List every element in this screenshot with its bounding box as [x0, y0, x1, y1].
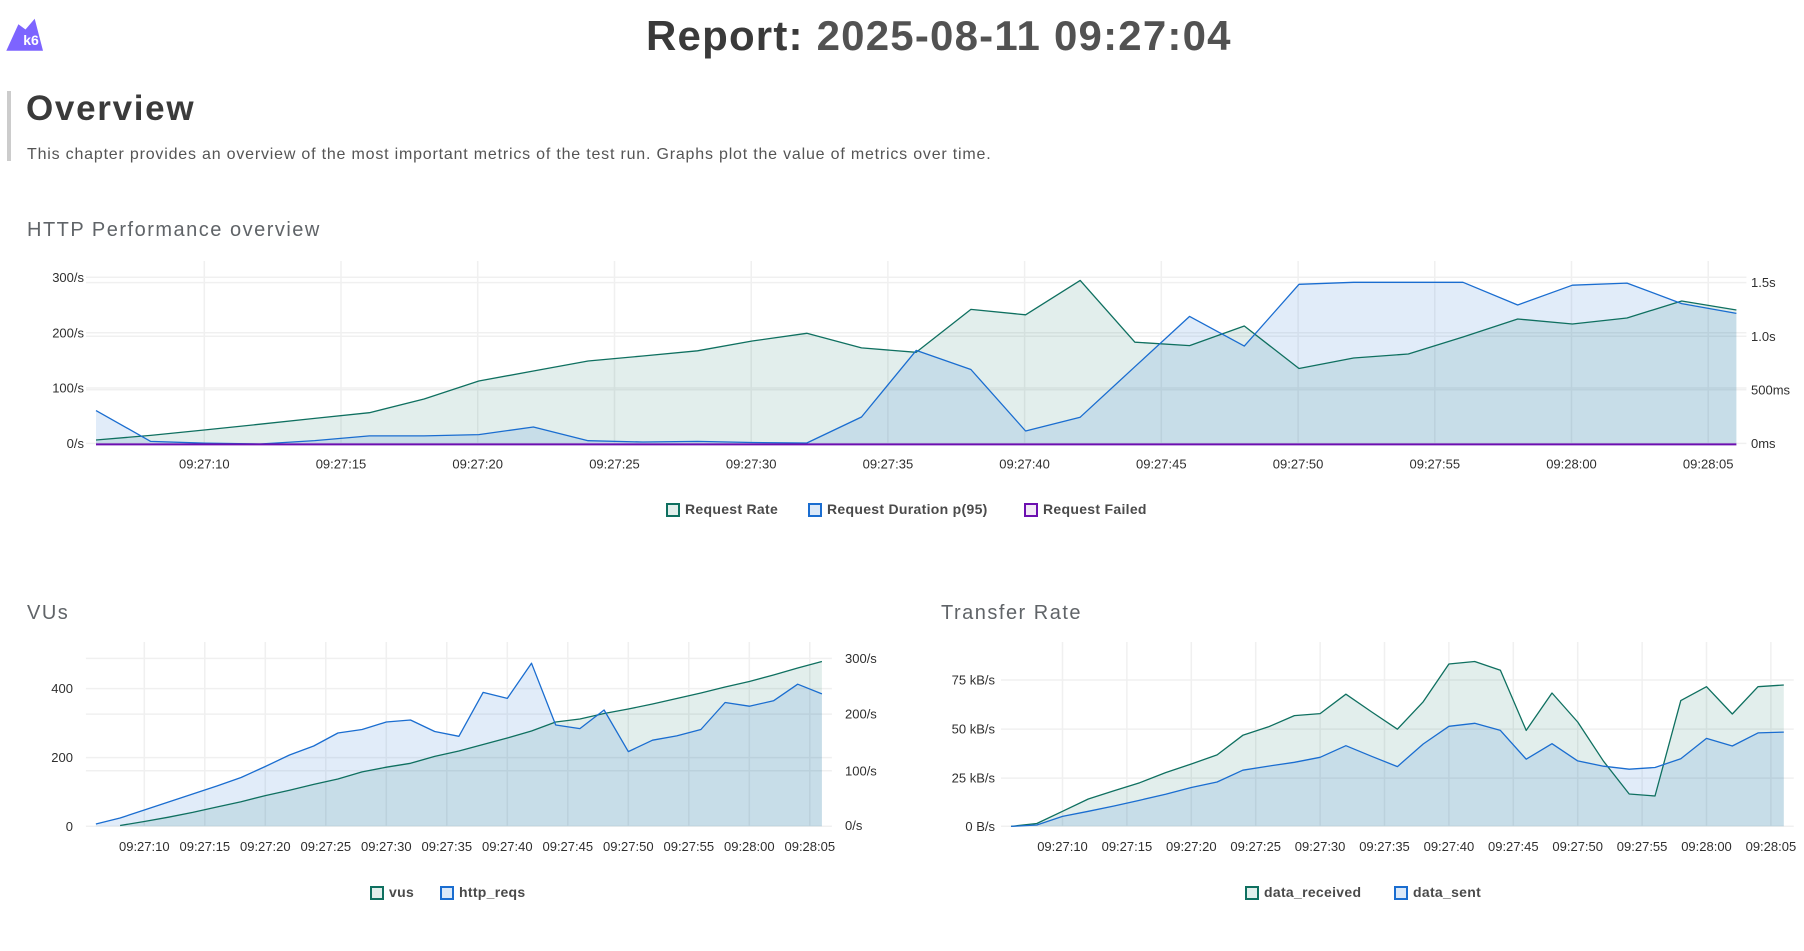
svg-text:09:27:30: 09:27:30 [726, 457, 777, 472]
svg-text:09:27:40: 09:27:40 [999, 457, 1050, 472]
svg-text:0/s: 0/s [67, 436, 85, 451]
svg-text:09:27:30: 09:27:30 [361, 839, 412, 854]
svg-text:09:28:05: 09:28:05 [784, 839, 835, 854]
svg-text:09:28:05: 09:28:05 [1746, 839, 1797, 854]
svg-text:09:27:55: 09:27:55 [1409, 457, 1460, 472]
svg-text:50 kB/s: 50 kB/s [952, 722, 996, 737]
svg-text:09:27:45: 09:27:45 [1488, 839, 1539, 854]
svg-text:09:28:05: 09:28:05 [1683, 457, 1734, 472]
svg-text:09:28:00: 09:28:00 [1546, 457, 1597, 472]
svg-text:200/s: 200/s [845, 707, 877, 722]
svg-text:0ms: 0ms [1751, 436, 1776, 451]
svg-text:09:27:45: 09:27:45 [1136, 457, 1187, 472]
svg-text:09:27:45: 09:27:45 [542, 839, 593, 854]
svg-text:09:27:40: 09:27:40 [1424, 839, 1475, 854]
svg-text:100/s: 100/s [52, 381, 84, 396]
svg-text:25 kB/s: 25 kB/s [952, 771, 996, 786]
svg-text:75 kB/s: 75 kB/s [952, 673, 996, 688]
svg-text:09:27:40: 09:27:40 [482, 839, 533, 854]
svg-text:100/s: 100/s [845, 763, 877, 778]
svg-text:09:27:10: 09:27:10 [179, 457, 230, 472]
svg-text:300/s: 300/s [52, 270, 84, 285]
svg-text:400: 400 [51, 681, 73, 696]
svg-text:09:27:15: 09:27:15 [179, 839, 230, 854]
svg-text:200/s: 200/s [52, 325, 84, 340]
svg-text:09:28:00: 09:28:00 [1681, 839, 1732, 854]
svg-text:0 B/s: 0 B/s [965, 819, 995, 834]
svg-text:1.5s: 1.5s [1751, 275, 1776, 290]
svg-text:09:27:35: 09:27:35 [1359, 839, 1410, 854]
svg-text:09:27:55: 09:27:55 [663, 839, 714, 854]
svg-text:500ms: 500ms [1751, 382, 1791, 397]
svg-text:09:27:20: 09:27:20 [240, 839, 291, 854]
svg-text:09:27:50: 09:27:50 [1273, 457, 1324, 472]
svg-text:09:27:20: 09:27:20 [1166, 839, 1217, 854]
svg-text:09:27:55: 09:27:55 [1617, 839, 1668, 854]
svg-text:09:27:25: 09:27:25 [300, 839, 351, 854]
svg-text:09:27:25: 09:27:25 [589, 457, 640, 472]
svg-text:09:27:50: 09:27:50 [603, 839, 654, 854]
svg-text:09:27:10: 09:27:10 [1037, 839, 1088, 854]
svg-text:200: 200 [51, 750, 73, 765]
svg-text:09:27:20: 09:27:20 [452, 457, 503, 472]
svg-text:0: 0 [66, 819, 73, 834]
svg-text:09:27:25: 09:27:25 [1230, 839, 1281, 854]
svg-text:k6: k6 [23, 32, 39, 48]
svg-text:09:27:15: 09:27:15 [1102, 839, 1153, 854]
svg-text:09:28:00: 09:28:00 [724, 839, 775, 854]
svg-text:09:27:50: 09:27:50 [1552, 839, 1603, 854]
svg-text:09:27:35: 09:27:35 [421, 839, 472, 854]
svg-text:09:27:10: 09:27:10 [119, 839, 170, 854]
svg-text:09:27:35: 09:27:35 [863, 457, 914, 472]
svg-text:09:27:15: 09:27:15 [316, 457, 367, 472]
svg-text:1.0s: 1.0s [1751, 329, 1776, 344]
svg-text:0/s: 0/s [845, 818, 863, 833]
svg-text:300/s: 300/s [845, 651, 877, 666]
svg-text:09:27:30: 09:27:30 [1295, 839, 1346, 854]
